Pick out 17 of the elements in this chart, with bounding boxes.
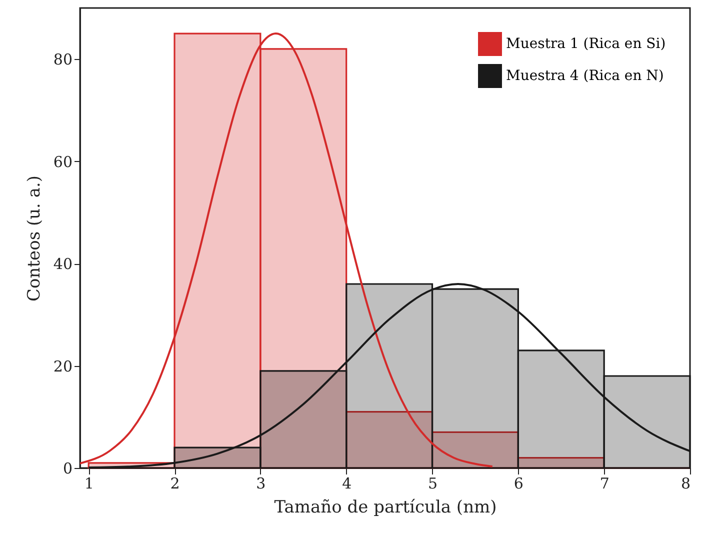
legend-label: Muestra 1 (Rica en Si) xyxy=(506,36,666,52)
x-tick-label: 8 xyxy=(680,474,690,492)
y-tick-label: 40 xyxy=(53,255,72,274)
y-tick-label: 60 xyxy=(53,152,72,171)
x-tick-label: 6 xyxy=(514,474,524,492)
x-tick-label: 2 xyxy=(170,474,180,492)
x-tick-label: 7 xyxy=(600,474,610,492)
y-tick-label: 20 xyxy=(53,357,72,376)
x-axis-title: Tamaño de partícula (nm) xyxy=(274,498,497,518)
x-tick-label: 3 xyxy=(256,474,266,492)
y-axis-title: Conteos (u. a.) xyxy=(24,175,44,302)
y-tick-label: 80 xyxy=(53,50,72,69)
x-tick-label: 1 xyxy=(84,474,94,492)
x-tick-label: 4 xyxy=(342,474,352,492)
y-tick-label: 0 xyxy=(62,460,72,478)
legend-label: Muestra 4 (Rica en N) xyxy=(506,68,664,84)
x-tick-label: 5 xyxy=(428,474,438,492)
